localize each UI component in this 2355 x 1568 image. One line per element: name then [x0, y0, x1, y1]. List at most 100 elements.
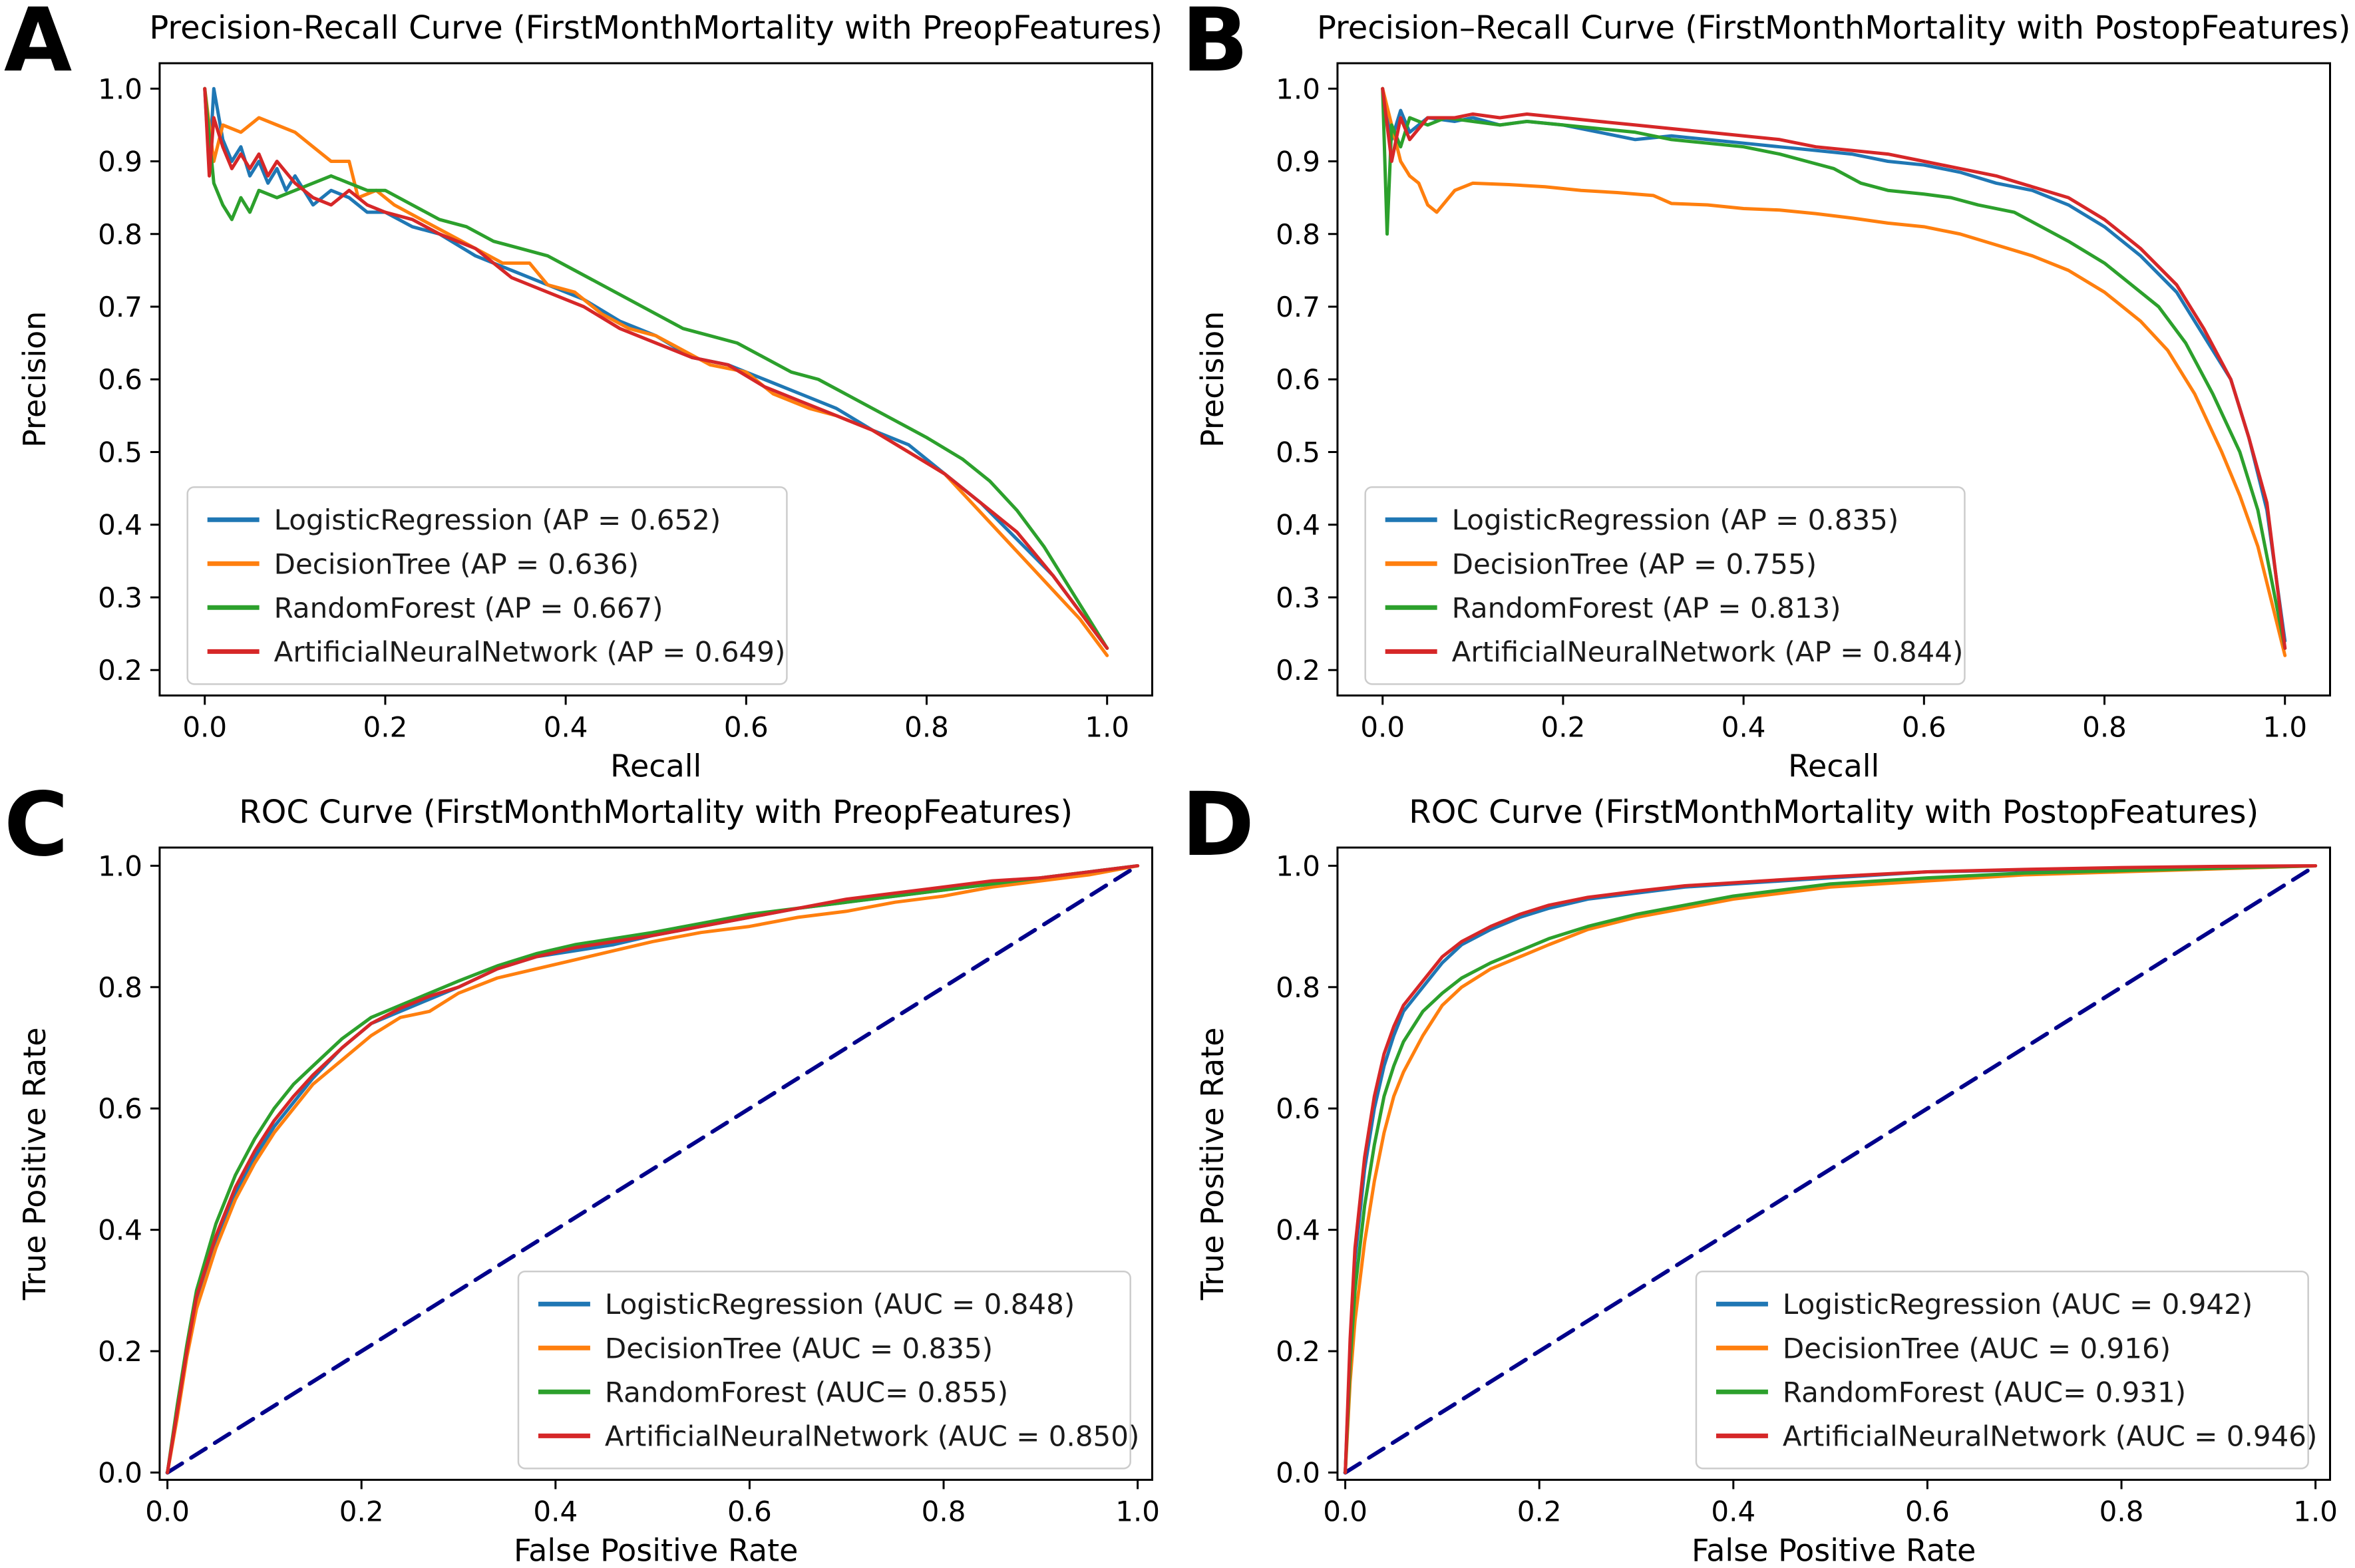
- y-tick-label: 0.5: [98, 436, 142, 468]
- y-tick-label: 0.0: [98, 1456, 142, 1489]
- x-tick-label: 1.0: [2293, 1495, 2338, 1527]
- y-tick-label: 0.4: [1276, 1213, 1320, 1246]
- y-tick-label: 0.9: [1276, 146, 1320, 178]
- y-tick-label: 0.4: [98, 509, 142, 542]
- y-tick-label: 0.6: [1276, 1092, 1320, 1125]
- legend-box: [1363, 486, 1966, 685]
- curve-randomforest: [1380, 86, 2286, 650]
- legend-box: [517, 1270, 1131, 1470]
- y-axis-label: True Positive Rate: [17, 1027, 53, 1301]
- y-tick-label: 1.0: [98, 850, 142, 882]
- legend-label-logisticregression: LogisticRegression (AUC = 0.848): [605, 1288, 1075, 1321]
- x-axis-label: Recall: [1788, 748, 1879, 784]
- roc-preop-plot: 0.0 0.2 0.4 0.6 0.8 1.0 0.0 0.2 0.4 0.6 0.8 1.0 ROC …: [17, 794, 1160, 1568]
- pr-postop-plot: 0.0 0.2 0.4 0.6 0.8 1.0 0.2 0.3 0.4 0.5 0.6 0.7 0.8 0…: [1194, 9, 2350, 784]
- y-axis-label: Precision: [1194, 311, 1230, 448]
- panel-letter-c: C: [4, 784, 69, 876]
- y-axis-label: Precision: [17, 311, 53, 448]
- x-axis-label: False Positive Rate: [514, 1532, 798, 1568]
- y-tick-label: 0.4: [98, 1213, 142, 1246]
- plot-title: Precision-Recall Curve (FirstMonthMortal…: [149, 9, 1163, 47]
- x-axis-label: False Positive Rate: [1692, 1532, 1976, 1568]
- curve-chance-line: [165, 863, 1140, 1475]
- x-tick-label: 0.6: [1905, 1495, 1950, 1527]
- legend-label-decisiontree: DecisionTree (AP = 0.755): [1451, 548, 1816, 580]
- curve-artificialneuralnetwork: [1343, 863, 2317, 1474]
- pr-preop-plot: 0.0 0.2 0.4 0.6 0.8 1.0 0.2 0.3 0.4 0.5 0.6 0.7 0.8 0…: [17, 9, 1163, 784]
- x-tick-label: 0.8: [2082, 710, 2127, 743]
- x-tick-label: 0.6: [724, 710, 769, 743]
- x-tick-label: 0.8: [2099, 1495, 2143, 1527]
- panel-roc-preop: 0.0 0.2 0.4 0.6 0.8 1.0 0.0 0.2 0.4 0.6 0.8 1.0 ROC …: [0, 784, 1178, 1568]
- panel-letter-b: B: [1181, 0, 1249, 92]
- x-tick-label: 0.2: [1540, 710, 1585, 743]
- plot-title: ROC Curve (FirstMonthMortality with Preo…: [239, 794, 1073, 831]
- plot-border: [158, 846, 1154, 1481]
- x-tick-label: 0.0: [1323, 1495, 1367, 1527]
- legend-box: [1695, 1270, 2309, 1470]
- y-tick-label: 0.3: [1276, 581, 1320, 614]
- y-tick-label: 0.2: [98, 654, 142, 687]
- x-tick-label: 1.0: [1115, 1495, 1160, 1527]
- curve-artificialneuralnetwork: [166, 863, 1140, 1474]
- panel-roc-postop: 0.0 0.2 0.4 0.6 0.8 1.0 0.0 0.2 0.4 0.6 0.8 1.0 ROC …: [1178, 784, 2355, 1568]
- y-tick-label: 0.7: [98, 291, 142, 323]
- x-tick-label: 0.2: [339, 1495, 384, 1527]
- x-tick-label: 0.0: [145, 1495, 190, 1527]
- x-tick-label: 1.0: [2263, 710, 2307, 743]
- legend-label-decisiontree: DecisionTree (AP = 0.636): [274, 548, 639, 580]
- x-tick-label: 0.2: [1517, 1495, 1561, 1527]
- y-tick-label: 0.0: [1276, 1456, 1320, 1489]
- legend-label-randomforest: RandomForest (AUC= 0.855): [605, 1376, 1008, 1408]
- x-tick-label: 1.0: [1085, 710, 1129, 743]
- panel-pr-postop: 0.0 0.2 0.4 0.6 0.8 1.0 0.2 0.3 0.4 0.5 0.6 0.7 0.8 0…: [1178, 0, 2355, 784]
- legend-label-logisticregression: LogisticRegression (AP = 0.835): [1451, 504, 1899, 536]
- legend-label-logisticregression: LogisticRegression (AP = 0.652): [274, 504, 721, 536]
- curve-logisticregression: [203, 86, 1109, 650]
- legend-label-randomforest: RandomForest (AP = 0.667): [274, 591, 663, 624]
- x-tick-label: 0.0: [1360, 710, 1405, 743]
- y-tick-label: 1.0: [98, 73, 142, 105]
- x-axis-label: Recall: [610, 748, 701, 784]
- panel-letter-a: A: [4, 0, 72, 92]
- y-tick-label: 0.4: [1276, 509, 1320, 542]
- y-tick-label: 0.9: [98, 146, 142, 178]
- x-tick-label: 0.4: [544, 710, 588, 743]
- y-tick-label: 0.8: [98, 218, 142, 251]
- x-tick-label: 0.8: [922, 1495, 966, 1527]
- plot-border: [1336, 62, 2331, 697]
- legend-label-randomforest: RandomForest (AUC= 0.931): [1782, 1376, 2185, 1408]
- panel-letter-d: D: [1181, 784, 1255, 876]
- x-tick-label: 0.2: [363, 710, 408, 743]
- curve-artificialneuralnetwork: [1380, 86, 2286, 650]
- legend-label-artificialneuralnetwork: ArtificialNeuralNetwork (AP = 0.844): [1451, 635, 1963, 668]
- y-tick-label: 1.0: [1276, 850, 1320, 882]
- plot-title: ROC Curve (FirstMonthMortality with Post…: [1409, 794, 2259, 831]
- plot-border: [1336, 846, 2331, 1481]
- y-tick-label: 1.0: [1276, 73, 1320, 105]
- legend-label-decisiontree: DecisionTree (AUC = 0.916): [1782, 1332, 2170, 1364]
- x-tick-label: 0.0: [182, 710, 227, 743]
- y-tick-label: 0.2: [98, 1335, 142, 1368]
- curve-randomforest: [166, 863, 1140, 1474]
- y-tick-label: 0.8: [1276, 218, 1320, 251]
- curve-decisiontree: [1343, 863, 2317, 1474]
- curve-randomforest: [1343, 863, 2317, 1474]
- curve-randomforest: [203, 86, 1109, 650]
- legend-label-artificialneuralnetwork: ArtificialNeuralNetwork (AP = 0.649): [274, 635, 786, 668]
- y-tick-label: 0.8: [1276, 971, 1320, 1003]
- x-tick-label: 0.6: [727, 1495, 772, 1527]
- y-tick-label: 0.5: [1276, 436, 1320, 468]
- y-tick-label: 0.2: [1276, 654, 1320, 687]
- y-tick-label: 0.7: [1276, 291, 1320, 323]
- plot-title: Precision–Recall Curve (FirstMonthMortal…: [1316, 9, 2350, 47]
- legend-label-decisiontree: DecisionTree (AUC = 0.835): [605, 1332, 993, 1364]
- x-tick-label: 0.4: [533, 1495, 578, 1527]
- x-tick-label: 0.8: [904, 710, 949, 743]
- panel-pr-preop: 0.0 0.2 0.4 0.6 0.8 1.0 0.2 0.3 0.4 0.5 0.6 0.7 0.8 0…: [0, 0, 1178, 784]
- curve-artificialneuralnetwork: [203, 86, 1109, 650]
- legend-label-randomforest: RandomForest (AP = 0.813): [1451, 591, 1841, 624]
- y-tick-label: 0.6: [98, 363, 142, 396]
- legend-label-logisticregression: LogisticRegression (AUC = 0.942): [1782, 1288, 2252, 1321]
